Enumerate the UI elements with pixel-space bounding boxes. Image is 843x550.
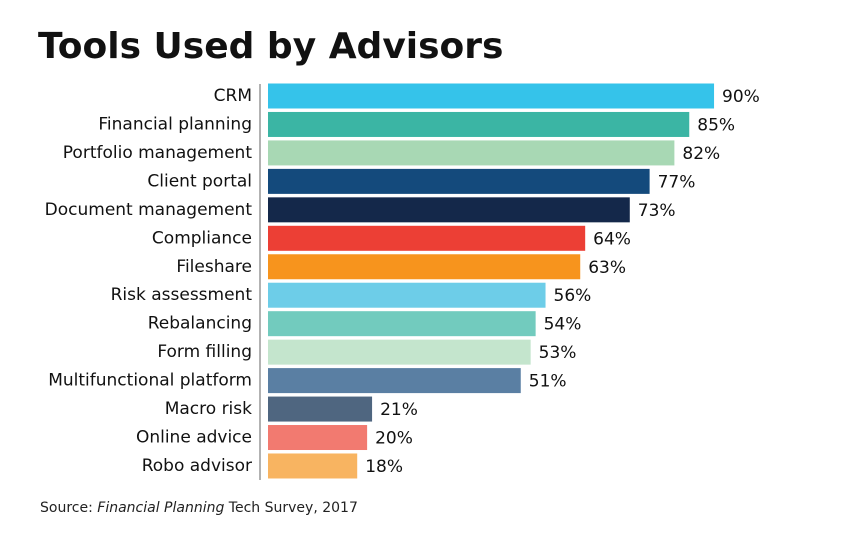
value-label: 64% bbox=[593, 229, 631, 249]
bar bbox=[268, 225, 586, 251]
value-label: 63% bbox=[588, 258, 626, 278]
category-label: Robo advisor bbox=[142, 456, 252, 476]
bar bbox=[268, 339, 531, 365]
value-label: 56% bbox=[554, 286, 592, 306]
source-publication: Financial Planning bbox=[97, 500, 225, 516]
category-label: Fileshare bbox=[176, 257, 252, 277]
bar bbox=[268, 311, 536, 337]
bar bbox=[268, 282, 546, 308]
source-rest: Tech Survey, 2017 bbox=[224, 500, 358, 516]
value-label: 51% bbox=[529, 372, 567, 392]
bar bbox=[268, 197, 630, 223]
value-label: 82% bbox=[682, 144, 720, 164]
value-label: 77% bbox=[658, 172, 696, 192]
chart-title: Tools Used by Advisors bbox=[38, 26, 503, 67]
value-label: 90% bbox=[722, 87, 760, 107]
category-label: Multifunctional platform bbox=[48, 371, 252, 391]
source-note: Source: Financial Planning Tech Survey, … bbox=[40, 500, 358, 516]
category-label: Portfolio management bbox=[63, 143, 253, 163]
category-label: Financial planning bbox=[98, 114, 252, 134]
value-label: 53% bbox=[539, 343, 577, 363]
category-label: Macro risk bbox=[165, 399, 252, 419]
value-label: 85% bbox=[697, 115, 735, 135]
category-label: Form filling bbox=[157, 342, 252, 362]
bar bbox=[268, 140, 675, 166]
value-label: 73% bbox=[638, 201, 676, 221]
category-label: Document management bbox=[45, 200, 253, 220]
bar bbox=[268, 453, 358, 479]
bar bbox=[268, 368, 521, 394]
category-label: Client portal bbox=[147, 171, 252, 191]
value-label: 21% bbox=[380, 400, 418, 420]
value-label: 20% bbox=[375, 429, 413, 449]
bar bbox=[268, 425, 368, 451]
chart: Tools Used by Advisors CRM 90% Financial p… bbox=[38, 26, 760, 480]
bar bbox=[268, 83, 715, 109]
value-label: 54% bbox=[544, 315, 582, 335]
category-label: CRM bbox=[214, 86, 252, 106]
value-label: 18% bbox=[365, 457, 403, 477]
category-label: Rebalancing bbox=[148, 314, 252, 334]
category-label: Risk assessment bbox=[111, 285, 253, 305]
source-prefix: Source: bbox=[40, 500, 98, 516]
bar bbox=[268, 254, 581, 280]
bar bbox=[268, 396, 373, 422]
bar bbox=[268, 168, 650, 194]
category-label: Online advice bbox=[136, 428, 252, 448]
bar bbox=[268, 111, 690, 137]
category-label: Compliance bbox=[152, 228, 252, 248]
